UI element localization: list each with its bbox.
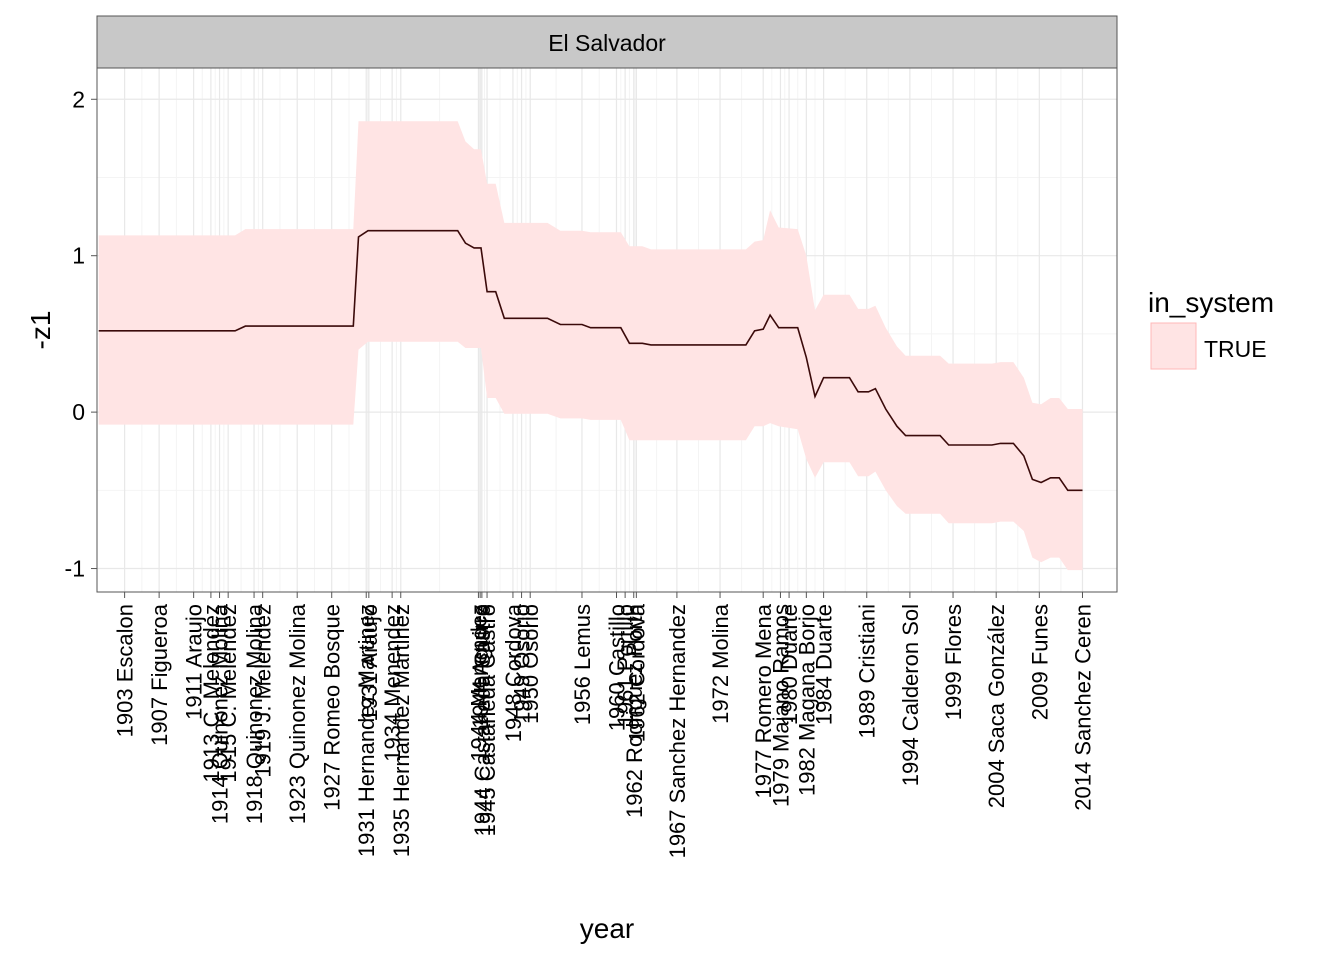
x-axis-title: year xyxy=(580,913,634,944)
x-tick-label: 2009 Funes xyxy=(1027,604,1052,720)
x-tick-label: 1967 Sanchez Hernandez xyxy=(665,604,690,858)
x-tick-label: 2014 Sanchez Ceren xyxy=(1071,604,1096,811)
x-tick-label: 1927 Romeo Bosque xyxy=(320,604,345,811)
facet-strip xyxy=(96,15,1118,69)
x-tick-label: 1945 Castaneda Castro xyxy=(475,604,500,836)
x-tick-label: 1948 Cordova xyxy=(501,603,526,742)
x-tick-label: 1977 Romero Mena xyxy=(751,603,776,798)
x-tick-label: 1919 J. Melendez xyxy=(251,604,276,778)
x-tick-label: 1944 Aguirre xyxy=(468,604,493,729)
x-tick-label: 1979 Majano Ramos xyxy=(769,604,794,807)
y-axis: -1 0 1 2 xyxy=(65,86,97,582)
x-tick-label: 1914 Quinonez Molina xyxy=(208,603,233,824)
x-tick-label: 1961 Portillo xyxy=(613,604,638,726)
confidence-band-layer xyxy=(98,121,1083,571)
y-tick-label: 2 xyxy=(72,86,85,112)
x-tick-label: 1980 Duarte xyxy=(777,604,802,725)
x-tick-label: 1911 Araujo xyxy=(182,604,207,720)
x-tick-label: 1994 Calderon Sol xyxy=(898,604,923,786)
x-tick-label: 1956 Lemus xyxy=(570,604,595,725)
x-tick-label: 1960 Castillo xyxy=(605,604,630,731)
y-axis-title: -z1 xyxy=(25,311,56,350)
x-tick-label: 1918 Quinonez Molina xyxy=(242,603,267,824)
y-tick-label: -1 xyxy=(65,556,85,582)
x-tick-label: 1923 Quinonez Molina xyxy=(285,603,310,824)
x-tick-label: 1913 C. Melendez xyxy=(199,604,224,783)
y-tick-label: 0 xyxy=(72,399,85,425)
legend-key-true xyxy=(1150,322,1197,370)
x-tick-label: 2004 Saca González xyxy=(984,604,1009,808)
estimate-line-layer xyxy=(98,229,1083,492)
y-tick-label: 1 xyxy=(72,243,85,269)
x-tick-label: 1982 Magana Borjo xyxy=(794,604,819,796)
x-tick-label: 1931 Hernandez Martinez xyxy=(354,604,379,857)
x-tick-label: 1915 C. Melendez xyxy=(216,604,241,783)
x-tick-label: 1935 Hernandez Martinez xyxy=(389,604,414,857)
estimate-line-0 xyxy=(98,229,1083,492)
x-tick-label: 1984 Duarte xyxy=(812,604,837,725)
x-tick-label: 1903 Escalon xyxy=(113,604,138,737)
x-tick-label: 1999 Flores xyxy=(941,604,966,720)
x-tick-label: 1944 Menendez xyxy=(466,604,491,762)
x-tick-label: 1949 Osorio xyxy=(510,604,535,724)
x-axis: 1903 Escalon 1907 Figueroa 1911 Araujo1913… xyxy=(113,592,1096,858)
x-tick-label: 1962 Rodriguez Porth xyxy=(622,604,647,818)
confidence-band-0 xyxy=(98,121,1083,571)
facet-strip-label: El Salvador xyxy=(548,30,666,56)
x-tick-label: 1907 Figueroa xyxy=(147,603,172,746)
x-tick-label: 1931 Araujo xyxy=(357,604,382,721)
x-tick-label: 1962 Cordova xyxy=(624,603,649,742)
legend: in_system TRUE xyxy=(1148,287,1274,370)
x-tick-label: 1950 Osorio xyxy=(518,604,543,724)
legend-label-true: TRUE xyxy=(1204,336,1267,362)
legend-title: in_system xyxy=(1148,287,1274,318)
x-tick-label: 1972 Molina xyxy=(708,603,733,724)
x-tick-label: 1934 Menendez xyxy=(380,604,405,762)
x-tick-label: 1989 Cristiani xyxy=(855,604,880,739)
x-tick-label: 1944 Castaneda Castro xyxy=(470,604,495,836)
